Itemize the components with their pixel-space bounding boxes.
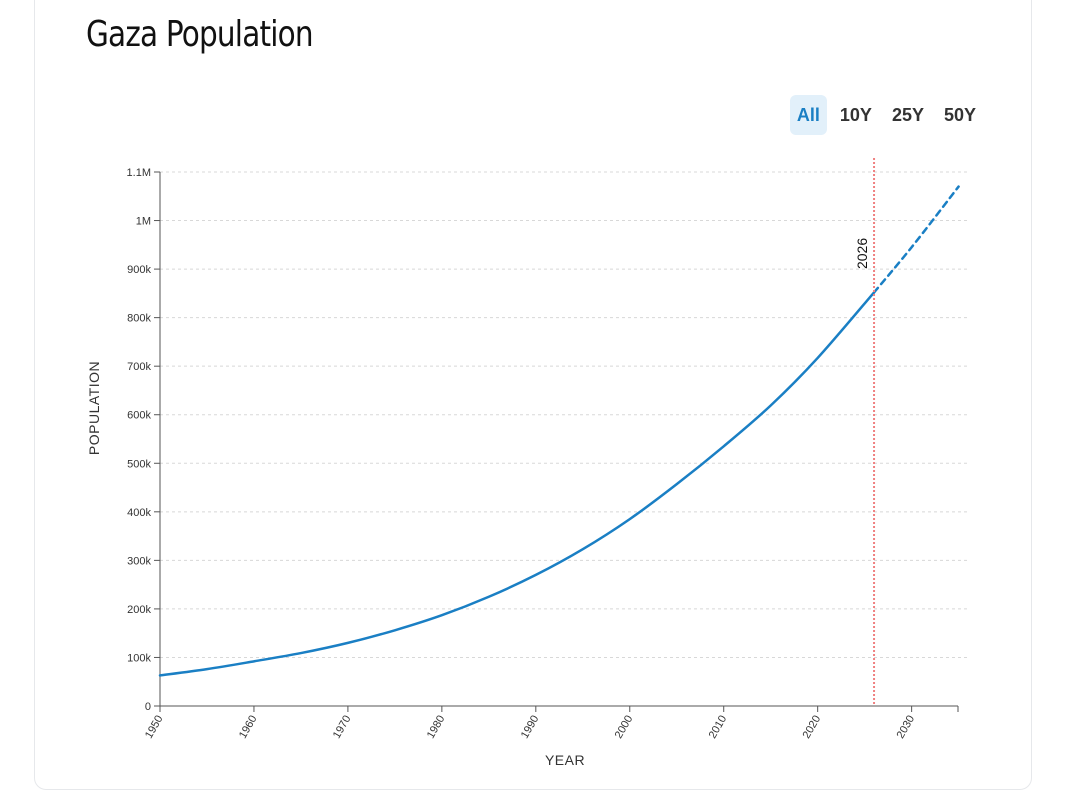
y-tick-label: 800k xyxy=(127,313,151,325)
chart-card xyxy=(34,0,1032,790)
x-tick-label: 1960 xyxy=(237,714,260,741)
y-tick-label: 0 xyxy=(145,701,151,713)
page-title: Gaza Population xyxy=(86,14,314,55)
series-lines xyxy=(158,185,960,677)
range-50y-button[interactable]: 50Y xyxy=(937,95,983,135)
y-tick-label: 100k xyxy=(127,652,151,664)
x-tick-label: 1970 xyxy=(331,714,354,741)
y-tick-label: 200k xyxy=(127,604,151,616)
y-tick-label: 300k xyxy=(127,555,151,567)
x-tick-label: 1990 xyxy=(519,714,542,741)
x-tick-label: 2030 xyxy=(895,714,918,741)
x-tick-label: 1980 xyxy=(425,714,448,741)
range-all-button[interactable]: All xyxy=(789,95,827,135)
grid-lines xyxy=(160,171,968,658)
y-tick-label: 1.1M xyxy=(127,167,151,179)
x-tick-label: 2020 xyxy=(801,714,824,741)
x-tick-label: 2010 xyxy=(707,714,730,741)
y-tick-label: 500k xyxy=(127,458,151,470)
current-year-label: 2026 xyxy=(854,238,870,269)
x-axis-label: YEAR xyxy=(545,752,585,768)
x-tick-label: 1950 xyxy=(143,714,166,741)
y-tick-label: 900k xyxy=(127,264,151,276)
y-axis-label: POPULATION xyxy=(86,361,102,455)
y-tick-label: 400k xyxy=(127,507,151,519)
y-tick-label: 1M xyxy=(136,216,151,228)
current-year-marker: 2026 xyxy=(854,158,876,706)
x-tick-label: 2000 xyxy=(613,714,636,741)
projected-population-line xyxy=(872,185,960,294)
range-10y-button[interactable]: 10Y xyxy=(833,95,879,135)
range-selector: All 10Y 25Y 50Y xyxy=(784,95,983,135)
y-tick-label: 700k xyxy=(127,361,151,373)
axes: 0 100k 200k 300k 400k 500k 600k 700k 800k 900k 1M 1… xyxy=(127,167,959,741)
range-25y-button[interactable]: 25Y xyxy=(885,95,931,135)
historical-population-line xyxy=(158,291,876,677)
y-tick-label: 600k xyxy=(127,410,151,422)
